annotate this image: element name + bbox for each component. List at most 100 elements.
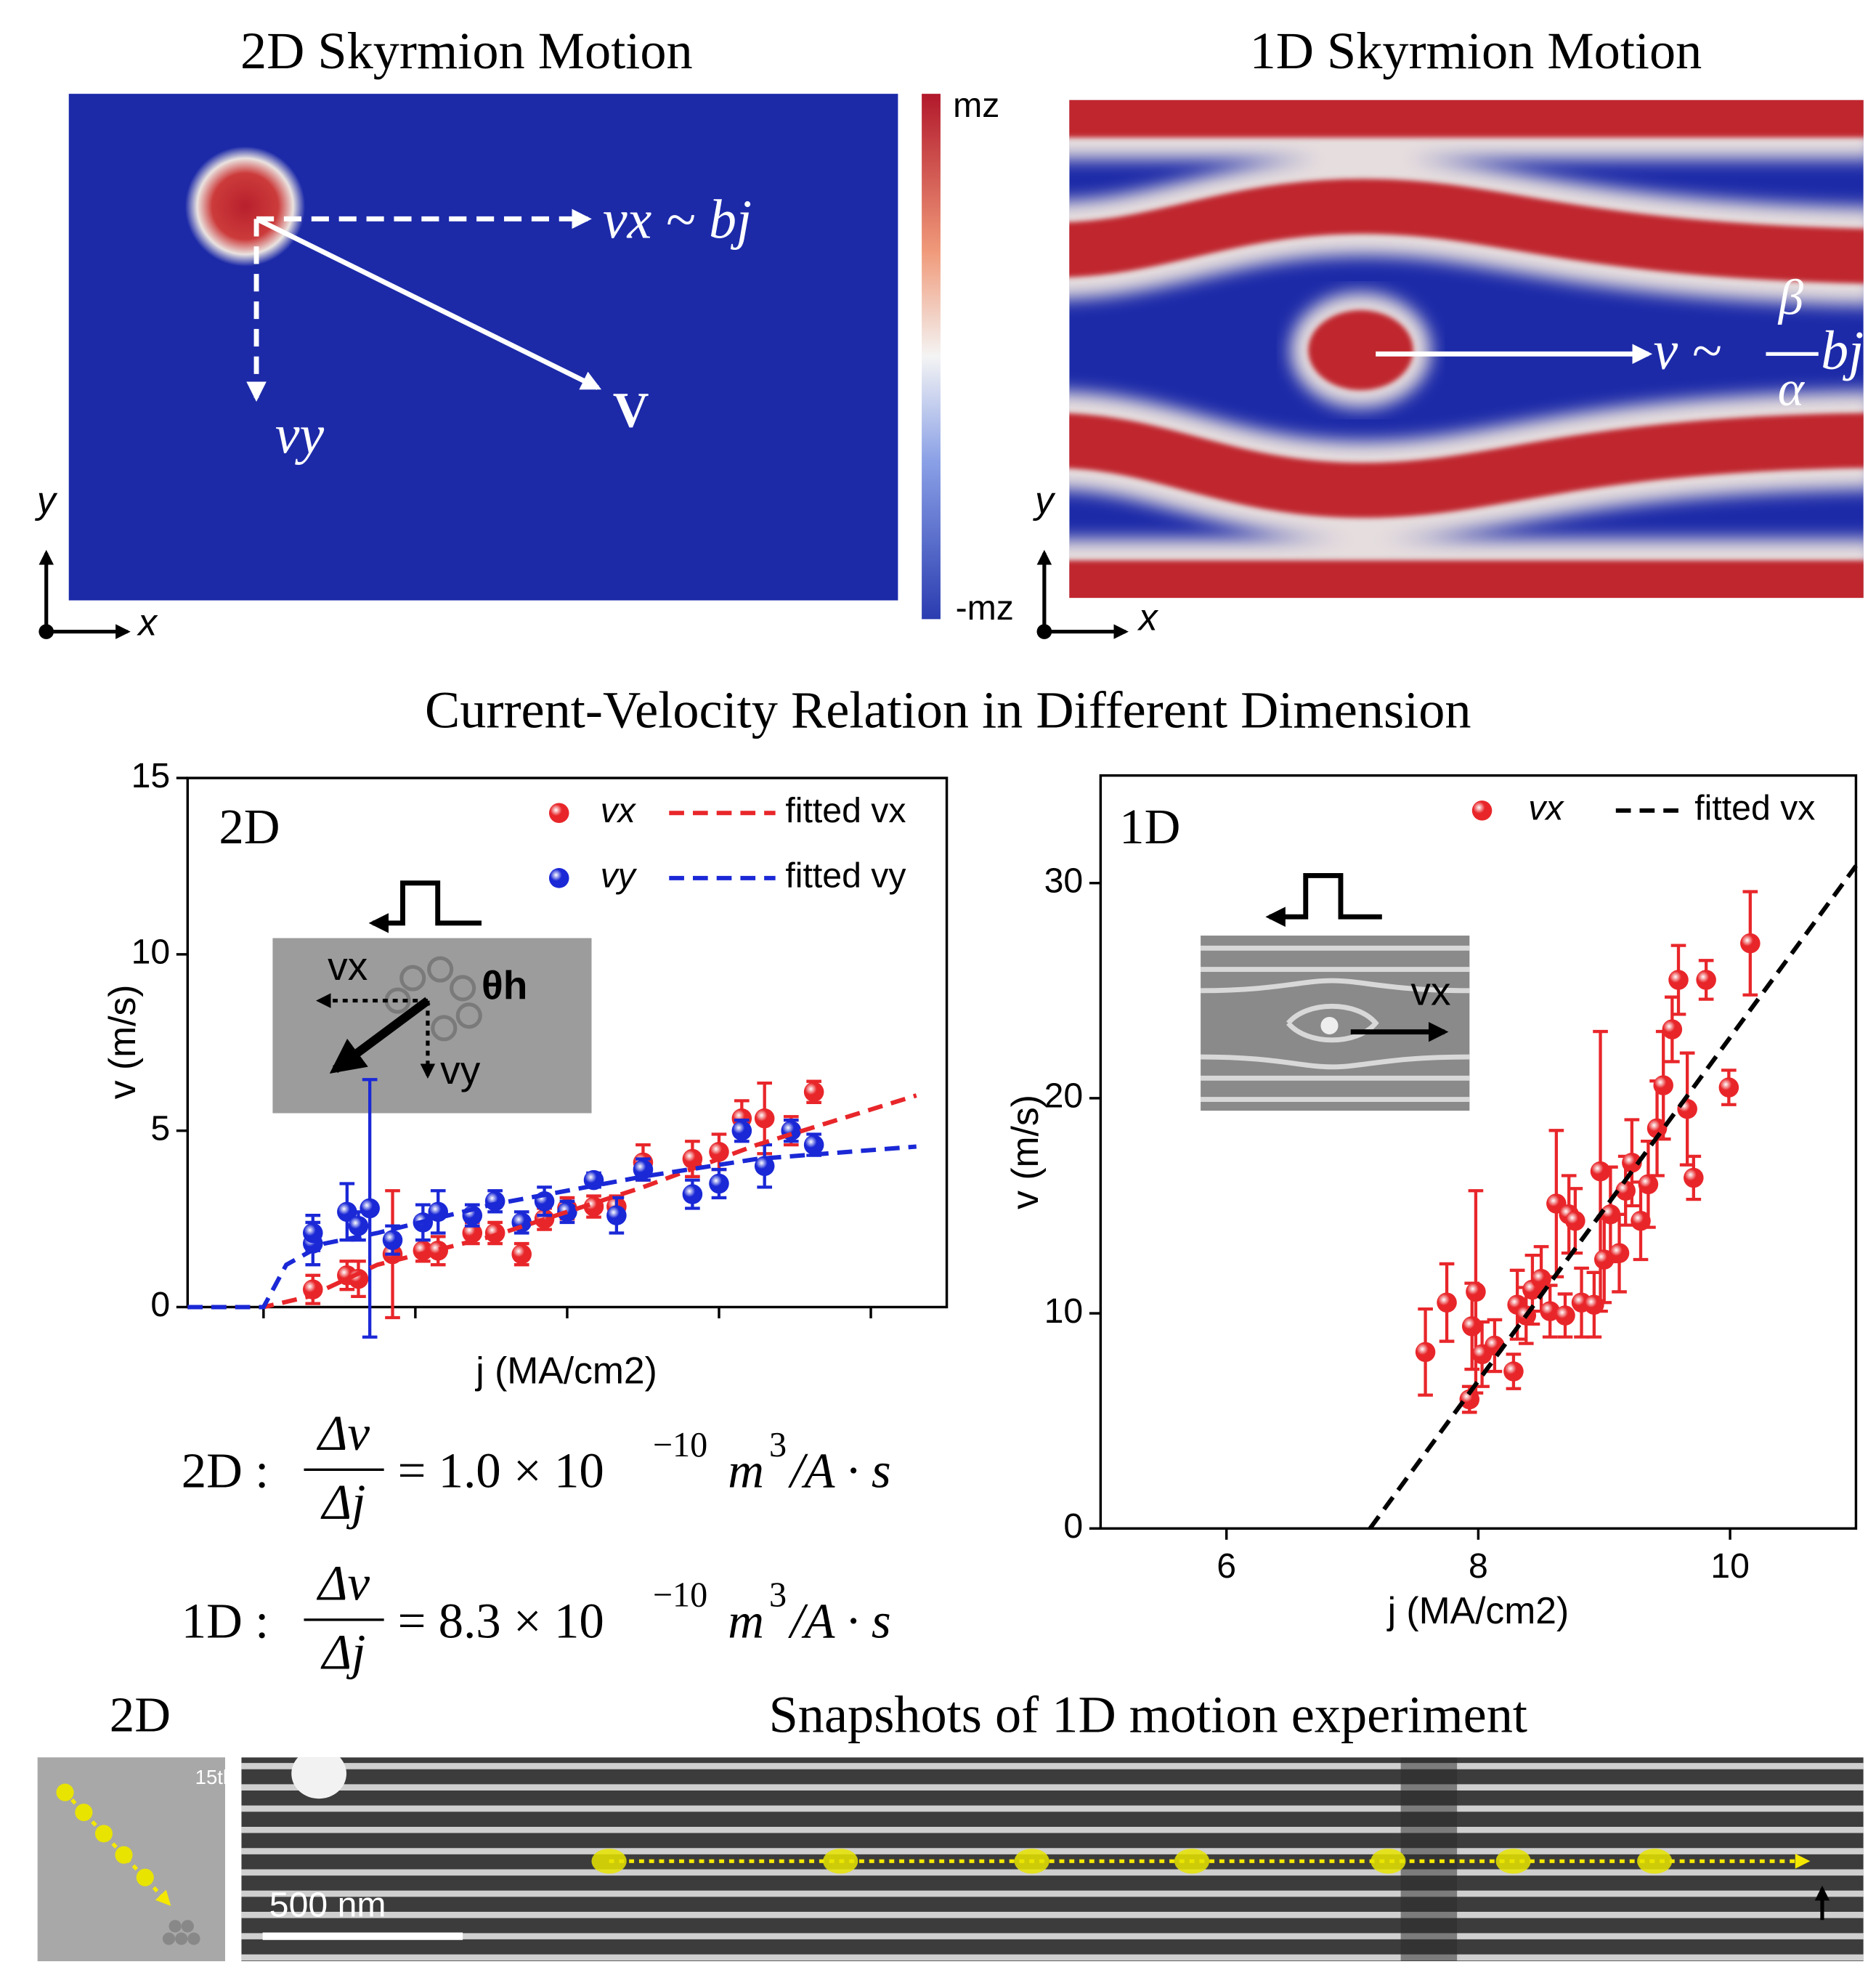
skyrmion-2d-field [68,94,898,601]
panel-title: 2D Skyrmion Motion [240,22,693,80]
equation-part: /A · s [787,1593,890,1648]
data-point [1503,1361,1524,1382]
data-point [1466,1281,1486,1302]
data-point [1631,1210,1651,1231]
data-point [511,1244,532,1265]
v-label: v ~ [1653,320,1721,381]
data-point [1590,1161,1611,1182]
data-point [1584,1294,1604,1315]
data-point [348,1216,369,1236]
data-point [1615,1180,1636,1201]
section-title: Snapshots of 1D motion experiment [769,1685,1527,1743]
data-point [1461,1316,1482,1337]
data-point [428,1201,449,1222]
data-point [803,1082,824,1103]
data-point [1459,1389,1480,1410]
legend-label: vx [1528,789,1564,828]
data-point [731,1120,752,1141]
panel-title: 1D Skyrmion Motion [1250,22,1702,80]
skyrmion [184,146,306,267]
inset-texture [1201,945,1470,1103]
y-tick-label: 10 [1044,1291,1084,1331]
equation-part: 2D : [182,1443,269,1499]
data-point [1531,1268,1551,1289]
data-point [462,1222,483,1244]
inset-texture [384,956,482,1042]
equation-part: Δj [320,1475,366,1530]
data-point [1662,1019,1683,1039]
y-axis-label: v (m/s) [1004,1095,1046,1209]
vy-label: vy [275,405,325,466]
data-point [382,1230,403,1250]
x-tick-label: 8 [1469,1546,1488,1586]
inset-label: θh [482,962,527,1007]
panel-label: 2D [110,1687,171,1743]
skyrmion-1d-field [1069,100,1864,599]
inset-label: vx [1410,969,1450,1014]
data-point [754,1108,775,1129]
y-tick-label: 5 [150,1108,170,1148]
colorbar [922,94,941,620]
fit-line [187,1144,917,1310]
y-tick-label: 20 [1044,1076,1084,1116]
equation-part: m [728,1593,764,1648]
x-tick-label: 6 [1217,1546,1236,1586]
data-point [1684,1167,1704,1188]
colorbar-label: mz [953,86,999,125]
axis-label: x [136,601,158,644]
equation-part: −10 [653,1426,707,1464]
data-point [1696,970,1716,990]
equation-part: 1D : [182,1593,269,1648]
equation-part: −10 [653,1576,707,1615]
equation-part: m [728,1443,764,1499]
data-point [428,1240,449,1261]
data-point [1565,1210,1585,1231]
equation-part: Δj [320,1624,366,1679]
v-label: V [613,383,649,438]
equation-part: = 1.0 × 10 [398,1443,604,1499]
data-point [337,1201,357,1222]
data-point [1437,1292,1457,1313]
data-point [1646,1118,1668,1139]
equation-part: Δv [316,1556,370,1611]
axis-label: y [35,479,58,521]
panel-label: 1D [1119,799,1180,854]
legend-label: fitted vx [785,791,906,830]
fit-line [1368,864,1858,1530]
legend-marker [548,803,569,824]
trajectory-dots [56,1783,154,1886]
data-point [1718,1077,1739,1098]
data-point [1555,1305,1575,1326]
data-point [303,1222,323,1244]
data-point [633,1159,654,1180]
legend-marker [548,868,569,888]
data-point [1609,1243,1630,1263]
equation-part: 3 [769,1426,787,1464]
data-point [1415,1342,1436,1363]
panel-label: 2D [219,799,280,854]
data-point [754,1156,775,1177]
legend-label: fitted vy [785,856,906,896]
data-point [803,1135,824,1155]
data-point [606,1205,627,1225]
legend-label: vy [601,856,638,896]
y-tick-label: 0 [1063,1506,1083,1546]
section-title: Current-Velocity Relation in Different D… [425,681,1471,739]
data-point [682,1148,703,1169]
y-tick-label: 15 [131,756,171,795]
x-axis-label: j (MA/cm2) [474,1349,657,1391]
axis-label: x [1137,596,1159,638]
legend-label: vx [601,791,637,830]
data-point [360,1198,380,1219]
scale-bar-label: 500 nm [269,1886,386,1925]
x-axis-label: j (MA/cm2) [1386,1589,1570,1631]
legend-marker [1471,800,1493,821]
equation-part: = 8.3 × 10 [398,1593,604,1648]
vx-label: vx ~ bj [603,189,752,250]
equation-part: /A · s [787,1443,890,1499]
data-point [1740,933,1761,954]
